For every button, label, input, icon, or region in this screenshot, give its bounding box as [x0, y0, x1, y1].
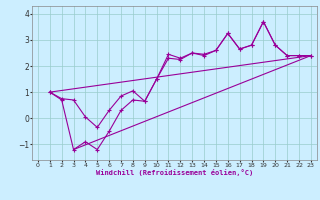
X-axis label: Windchill (Refroidissement éolien,°C): Windchill (Refroidissement éolien,°C) [96, 169, 253, 176]
